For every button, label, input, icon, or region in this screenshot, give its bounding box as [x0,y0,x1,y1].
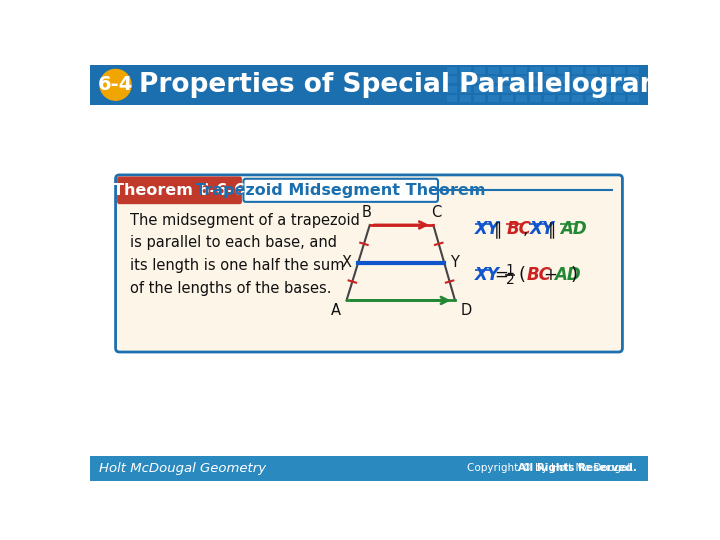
Bar [474,85,485,92]
Text: AD: AD [560,220,587,238]
Bar [614,85,625,92]
Text: XY: XY [475,266,500,284]
Text: ): ) [570,266,577,284]
Text: A: A [331,303,341,318]
Bar [503,85,513,92]
Bar [628,85,639,92]
Text: AD: AD [554,266,581,284]
Text: ∥: ∥ [548,220,557,238]
Text: =: = [494,266,508,284]
Bar [530,95,541,102]
Bar [530,67,541,74]
Bar [446,76,457,83]
Bar [544,95,555,102]
Bar [558,76,569,83]
Bar [516,76,527,83]
Bar [600,76,611,83]
Bar [544,67,555,74]
Text: X: X [341,255,351,270]
Bar [628,76,639,83]
Bar [461,76,472,83]
Bar [544,85,555,92]
Text: 1: 1 [505,264,515,278]
Bar [446,67,457,74]
Text: Y: Y [449,255,459,270]
Bar [558,67,569,74]
Text: The midsegment of a trapezoid
is parallel to each base, and
its length is one ha: The midsegment of a trapezoid is paralle… [130,213,360,296]
Text: XY: XY [529,220,554,238]
Bar [488,85,499,92]
Bar [503,67,513,74]
Bar [516,95,527,102]
Bar [503,95,513,102]
Text: ,: , [523,220,528,238]
Bar [572,85,583,92]
Bar [600,67,611,74]
Bar [90,105,648,456]
Bar [600,85,611,92]
Circle shape [100,70,131,100]
FancyBboxPatch shape [243,179,438,202]
Bar [614,95,625,102]
Bar [474,67,485,74]
Bar [558,85,569,92]
Bar [544,76,555,83]
Text: +: + [544,266,557,284]
Text: Trapezoid Midsegment Theorem: Trapezoid Midsegment Theorem [195,183,486,198]
Bar [488,95,499,102]
Text: Properties of Special Parallelograms: Properties of Special Parallelograms [139,72,683,98]
Text: XY: XY [475,220,500,238]
Bar [488,67,499,74]
Bar [503,76,513,83]
Bar [530,85,541,92]
Bar [446,95,457,102]
Bar [614,67,625,74]
Bar [586,76,597,83]
FancyBboxPatch shape [116,175,622,352]
Text: D: D [461,303,472,318]
Text: B: B [361,205,372,220]
Text: Holt McDougal Geometry: Holt McDougal Geometry [99,462,266,475]
Bar [461,67,472,74]
Bar [474,95,485,102]
Bar [628,67,639,74]
Text: BC: BC [506,220,531,238]
Bar [586,85,597,92]
Bar [586,67,597,74]
Text: BC: BC [526,266,552,284]
Text: ∥: ∥ [494,220,502,238]
Bar [530,76,541,83]
Text: All Rights Reserved.: All Rights Reserved. [362,463,637,473]
Bar [572,67,583,74]
FancyBboxPatch shape [117,177,242,204]
Bar [474,76,485,83]
Bar [461,95,472,102]
Text: 2: 2 [505,273,514,287]
Bar [572,95,583,102]
Bar [586,95,597,102]
Bar [90,65,648,105]
Text: C: C [431,205,441,220]
Bar [558,95,569,102]
Bar [614,76,625,83]
Bar [516,67,527,74]
Bar [572,76,583,83]
Text: (: ( [518,266,526,284]
Bar [461,85,472,92]
Text: Copyright © by Holt Mc Dougal.: Copyright © by Holt Mc Dougal. [467,463,637,473]
Bar [600,95,611,102]
Text: 6-4: 6-4 [98,75,133,94]
Bar [516,85,527,92]
Bar [90,456,648,481]
Bar [488,76,499,83]
Bar [628,95,639,102]
Text: Theorem 6-6-6: Theorem 6-6-6 [114,183,246,198]
Bar [446,85,457,92]
